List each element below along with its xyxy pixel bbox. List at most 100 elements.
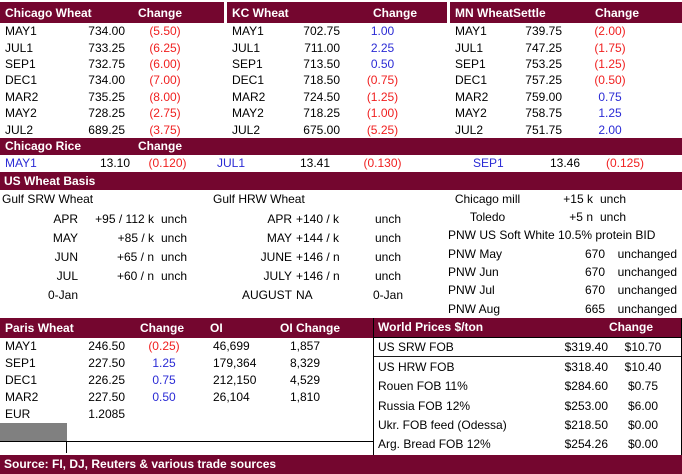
change-value: (0.120) <box>148 156 187 171</box>
contract-label: JUL2 <box>232 122 261 137</box>
oi-header: OI <box>210 320 223 335</box>
settle-value: 747.25 <box>525 40 562 55</box>
contract-label: MAY2 <box>455 106 487 121</box>
settle-value: 724.50 <box>303 89 340 104</box>
settle-value: 728.25 <box>88 106 125 121</box>
change-value: 0.50 <box>152 390 176 405</box>
basis-status: unchanged <box>617 246 677 261</box>
contract-label: MAY1 <box>5 156 37 171</box>
basis-status: unchanged <box>617 265 677 280</box>
oi-change-value: 1,857 <box>290 339 321 354</box>
us-wheat-basis-header: US Wheat Basis <box>0 171 682 190</box>
price-value: $253.00 <box>564 398 608 413</box>
gulf-hrw-column: Gulf HRW Wheat APR +140 / k unch MAY +144 /… <box>200 190 430 318</box>
basis-row: JUNE +146 / n unch <box>200 247 430 266</box>
basis-row: PNW May 670 unchanged <box>430 245 682 263</box>
market-label: Toledo <box>469 210 506 225</box>
change-value: $6.00 <box>627 398 659 413</box>
table-row: MAY1 702.75 1.00 <box>227 23 450 39</box>
basis-value: +140 / k <box>296 211 340 226</box>
price-value: $284.60 <box>564 379 608 394</box>
settle-value: 689.25 <box>88 122 125 137</box>
change-value: $0.00 <box>627 437 659 452</box>
month-label: MAY <box>52 230 78 245</box>
contract-label: MAY2 <box>5 106 37 121</box>
change-value: (1.25) <box>366 89 399 104</box>
table-title: Chicago Wheat <box>5 5 92 20</box>
basis-status: unch <box>161 230 188 245</box>
basis-status: unchanged <box>617 301 677 316</box>
table-title: KC Wheat <box>232 5 289 20</box>
contract-label: SEP1 <box>5 356 36 371</box>
price-value: 13.41 <box>299 156 330 171</box>
oi-change-value: 8,329 <box>290 356 321 371</box>
contract-label: MAR2 <box>5 390 39 405</box>
settle-value: 718.25 <box>303 106 340 121</box>
change-value: $10.70 <box>624 340 662 354</box>
change-value: 1.00 <box>370 24 395 39</box>
table-row: JUL1 733.25 (6.25) <box>0 39 227 55</box>
contract-label: DEC1 <box>232 73 265 88</box>
selected-cell <box>0 422 67 441</box>
pnw-bid-header: PNW US Soft White 10.5% protein BID <box>448 228 656 243</box>
settle-value: 733.25 <box>88 40 125 55</box>
change-value: 1.25 <box>152 356 176 371</box>
basis-status: unch <box>374 230 402 245</box>
contract-label: MAY2 <box>232 106 264 121</box>
basis-status: unch <box>600 191 627 206</box>
table-row: MAY2 718.25 (1.00) <box>227 105 450 121</box>
change-value: $0.75 <box>627 379 659 394</box>
settle-value: 718.50 <box>303 73 340 88</box>
settle-value: 227.50 <box>88 390 125 405</box>
paris-wheat-header: Paris Wheat Change OI OI Change <box>0 317 373 338</box>
basis-value: +15 k <box>563 191 593 206</box>
change-header: Change <box>373 5 418 20</box>
source-text: Source: FI, DJ, Reuters & various trade … <box>4 457 277 472</box>
change-value: (1.00) <box>366 106 399 121</box>
table-title: MN Wheat <box>455 5 513 20</box>
change-value: (5.25) <box>366 122 399 137</box>
change-value: (0.130) <box>363 156 402 171</box>
month-label: APR <box>53 211 78 226</box>
paris-wheat-block: Paris Wheat Change OI OI Change MAY1 246.… <box>0 317 373 455</box>
basis-value: +65 / n <box>116 249 154 264</box>
change-value: 1.25 <box>598 106 622 121</box>
contract-label: DEC1 <box>455 73 488 88</box>
column-title-row: Gulf SRW Wheat <box>0 190 200 209</box>
basis-value: 670 <box>584 283 605 298</box>
table-row: Russia FOB 12% $253.00 $6.00 <box>374 396 681 415</box>
table-row: MAY2 728.25 (2.75) <box>0 105 227 121</box>
change-header: Change <box>140 320 185 335</box>
change-value: (8.00) <box>149 89 181 104</box>
basis-row: APR +95 / 112 k unch <box>0 209 200 228</box>
contract-label: MAR2 <box>5 89 39 104</box>
market-label: US SRW FOB <box>378 340 454 354</box>
month-label: JUNE <box>260 249 292 264</box>
basis-status: unch <box>600 210 627 225</box>
change-value: $10.40 <box>624 359 662 374</box>
settle-header: Settle <box>513 5 546 20</box>
basis-row: JULY +146 / n unch <box>200 266 430 285</box>
settle-value: 758.75 <box>525 106 562 121</box>
pnw-bid-header-row: PNW US Soft White 10.5% protein BID <box>430 226 682 244</box>
table-row: DEC1 757.25 (0.50) <box>450 72 682 88</box>
market-label: Rouen FOB 11% <box>378 379 468 394</box>
price-value: $319.40 <box>564 340 608 354</box>
change-value: (7.00) <box>149 73 181 88</box>
table-row: US SRW FOB $319.40 $10.70 <box>374 338 681 358</box>
market-label: PNW May <box>448 246 502 261</box>
settle-value: 711.00 <box>304 40 340 55</box>
month-label: JULY <box>263 269 292 284</box>
price-value: 13.10 <box>99 156 130 171</box>
bottom-section: Paris Wheat Change OI OI Change MAY1 246.… <box>0 317 682 455</box>
change-value: (0.75) <box>366 73 399 88</box>
basis-row: PNW Jun 670 unchanged <box>430 263 682 281</box>
table-row: MAY2 758.75 1.25 <box>450 105 682 121</box>
world-prices-table: World Prices $/ton Change US SRW FOB $319… <box>373 317 682 455</box>
basis-row: Chicago mill +15 k unch <box>430 190 682 208</box>
column-title-row: Gulf HRW Wheat <box>200 190 430 209</box>
oi-value: 179,364 <box>213 356 257 371</box>
eur-label: EUR <box>5 407 31 422</box>
oi-change-value: 1,810 <box>290 390 321 405</box>
mn-wheat-table: MN Wheat Settle Change MAY1 739.75 (2.00) … <box>450 2 682 138</box>
